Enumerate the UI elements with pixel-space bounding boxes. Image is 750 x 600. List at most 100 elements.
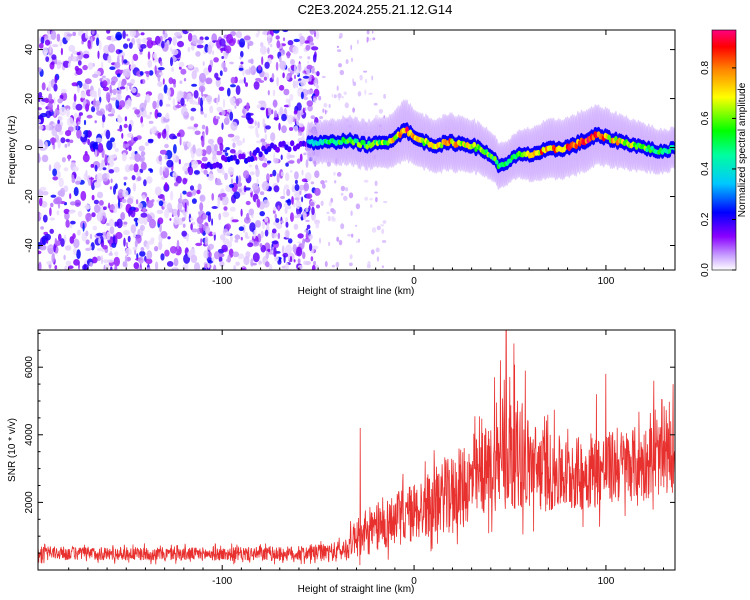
spectrogram-noise-blob — [240, 50, 244, 58]
spectrogram-noise-blob — [75, 180, 81, 185]
spectrogram-noise-blob — [205, 95, 213, 103]
spectrogram-noise-blob — [47, 102, 53, 110]
spectrogram-noise-blob — [227, 241, 232, 248]
spectrogram-noise-blob — [133, 136, 138, 142]
spectrogram-noise-blob — [49, 217, 56, 221]
spectrogram-noise-blob — [187, 126, 194, 130]
spectrogram-noise-blob — [231, 178, 233, 185]
spectrogram-noise-blob — [326, 211, 330, 214]
snr-xtick-label: -100 — [212, 576, 232, 587]
spectrogram-noise-blob — [47, 30, 50, 38]
spectrogram-noise-blob — [281, 245, 285, 254]
spectrogram-noise-blob — [302, 75, 310, 79]
spectrogram-noise-blob — [287, 160, 295, 164]
spectrogram-noise-blob — [221, 170, 225, 176]
spectrogram-noise-blob — [259, 243, 263, 248]
spectrogram-noise-blob — [178, 91, 185, 96]
spectrogram-noise-blob — [135, 171, 141, 176]
spectrogram-noise-blob — [285, 172, 290, 182]
spectrogram-noise-blob — [73, 238, 80, 249]
spectrogram-noise-blob — [219, 70, 223, 77]
spectrogram-trace-blob — [287, 146, 292, 153]
spectrogram-noise-blob — [89, 246, 92, 250]
spectrogram-noise-blob — [221, 56, 225, 59]
spectrogram-noise-blob — [122, 189, 129, 198]
spectrogram-noise-blob — [93, 199, 99, 205]
spectrogram-noise-blob — [255, 164, 259, 170]
spectrogram-noise-blob — [143, 179, 147, 187]
spectrogram-noise-blob — [313, 260, 317, 266]
spectrogram-noise-blob — [306, 193, 313, 200]
spectrogram-noise-blob — [182, 190, 187, 195]
spectrogram-noise-blob — [231, 219, 239, 223]
spectrogram-noise-blob — [101, 75, 106, 79]
spectrogram-noise-blob — [381, 228, 385, 235]
spectrogram-noise-blob — [69, 201, 76, 206]
spectrogram-noise-blob — [240, 236, 243, 241]
spectrogram-noise-blob — [244, 187, 252, 191]
spectrogram-noise-blob — [77, 121, 81, 125]
spectrogram-noise-blob — [60, 137, 66, 144]
spectrogram-noise-blob — [56, 33, 61, 42]
spectrogram-noise-blob — [101, 159, 105, 167]
spectrogram-noise-blob — [165, 103, 171, 107]
spectrogram-noise-blob — [123, 229, 130, 236]
spectrogram-noise-blob — [231, 137, 239, 142]
spectrogram-noise-blob — [64, 265, 68, 270]
spectrogram-noise-blob — [227, 133, 235, 138]
spectrogram-noise-blob — [201, 156, 208, 162]
spectrogram-noise-blob — [260, 45, 267, 55]
spectrogram-noise-blob — [141, 122, 144, 128]
spectrogram-noise-blob — [270, 132, 276, 142]
spectrogram-noise-blob — [72, 233, 76, 240]
spectrogram-noise-blob — [267, 47, 270, 54]
spectrogram-noise-blob — [263, 157, 268, 162]
spectrogram-noise-blob — [94, 204, 101, 214]
spectrogram-noise-blob — [287, 238, 293, 244]
spectrogram-noise-blob — [105, 129, 111, 140]
spectrogram-noise-blob — [164, 154, 168, 160]
spectrogram-noise-blob — [182, 208, 185, 216]
spectrogram-noise-blob — [265, 125, 271, 130]
spectrogram-noise-blob — [243, 35, 251, 41]
spectrogram-noise-blob — [196, 44, 204, 49]
spectrogram-noise-blob — [308, 233, 313, 240]
spectrogram-noise-blob — [67, 154, 71, 162]
spectrogram-noise-blob — [214, 72, 219, 79]
spectrogram-noise-blob — [194, 130, 201, 136]
spectrogram-noise-blob — [203, 169, 208, 175]
spectrogram-noise-blob — [224, 152, 229, 156]
spectrogram-noise-blob — [310, 256, 314, 262]
spectrogram-noise-blob — [129, 30, 137, 38]
spectrogram-noise-blob — [157, 217, 164, 225]
spectrogram-noise-blob — [186, 30, 194, 33]
spectrogram-noise-blob — [363, 70, 368, 73]
spectrogram-noise-blob — [85, 212, 92, 222]
spectrogram-noise-blob — [173, 144, 177, 154]
spectrogram-noise-blob — [115, 231, 123, 240]
spectrogram-noise-blob — [73, 259, 80, 266]
spectrogram-noise-blob — [333, 171, 336, 176]
spectrogram-noise-blob — [307, 60, 309, 64]
spectrogram-noise-blob — [160, 60, 163, 67]
spectrogram-noise-blob — [187, 166, 191, 173]
spectrogram-noise-blob — [234, 239, 239, 243]
spectrogram-noise-blob — [340, 192, 344, 196]
spectrogram-noise-blob — [366, 30, 370, 35]
colorbar-tick-label: 0.6 — [700, 111, 711, 125]
spectrogram-noise-blob — [182, 223, 186, 228]
spectrogram-noise-blob — [229, 149, 236, 154]
spectrogram-noise-blob — [55, 196, 62, 204]
spectrogram-noise-blob — [166, 261, 174, 267]
spectrogram-noise-blob — [140, 116, 144, 124]
spectrogram-noise-blob — [182, 177, 188, 185]
spectrogram-noise-blob — [351, 233, 354, 238]
spectrogram-noise-blob — [194, 262, 200, 270]
spectrogram-noise-blob — [91, 30, 95, 35]
spectrogram-noise-blob — [294, 184, 300, 191]
spectrogram-noise-blob — [269, 173, 273, 177]
spectrogram-noise-blob — [74, 199, 81, 207]
spectrogram-noise-blob — [306, 100, 314, 107]
spectrogram-noise-blob — [149, 168, 154, 173]
spectrogram-noise-blob — [255, 77, 262, 82]
